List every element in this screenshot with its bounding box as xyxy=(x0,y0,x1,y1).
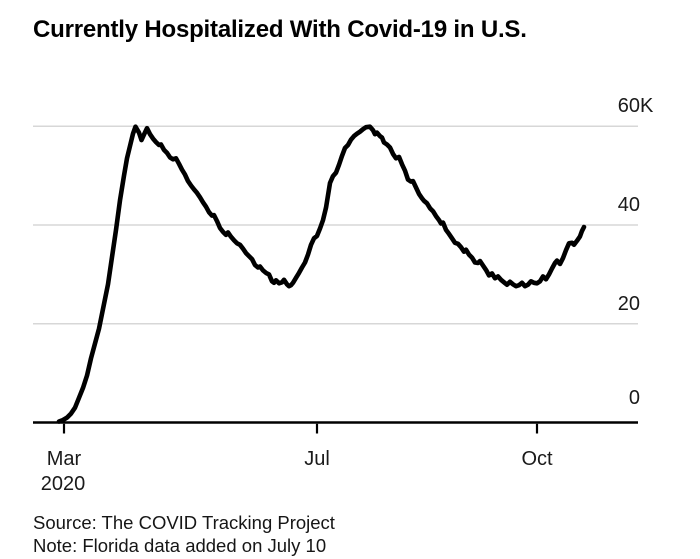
x-axis-label-Jul: Jul xyxy=(304,448,330,470)
y-axis-label-0: 0 xyxy=(628,386,640,409)
x-axis-label-Oct: Oct xyxy=(521,448,553,470)
y-axis-label-20: 20 xyxy=(617,292,640,315)
footnotes: Source: The COVID Tracking Project Note:… xyxy=(33,511,335,557)
note-text: Note: Florida data added on July 10 xyxy=(33,535,327,556)
x-axis-label-Mar: Mar xyxy=(46,448,82,470)
chart-title: Currently Hospitalized With Covid-19 in … xyxy=(33,16,527,43)
x-axis-year-label: 2020 xyxy=(40,473,86,495)
y-axis-unit: K xyxy=(640,95,654,118)
hospitalizations-data-line xyxy=(56,124,587,424)
y-axis-label-60K: 60 K xyxy=(617,95,654,118)
y-axis-label-40: 40 xyxy=(617,194,640,216)
source-text: Source: The COVID Tracking Project xyxy=(33,512,335,533)
